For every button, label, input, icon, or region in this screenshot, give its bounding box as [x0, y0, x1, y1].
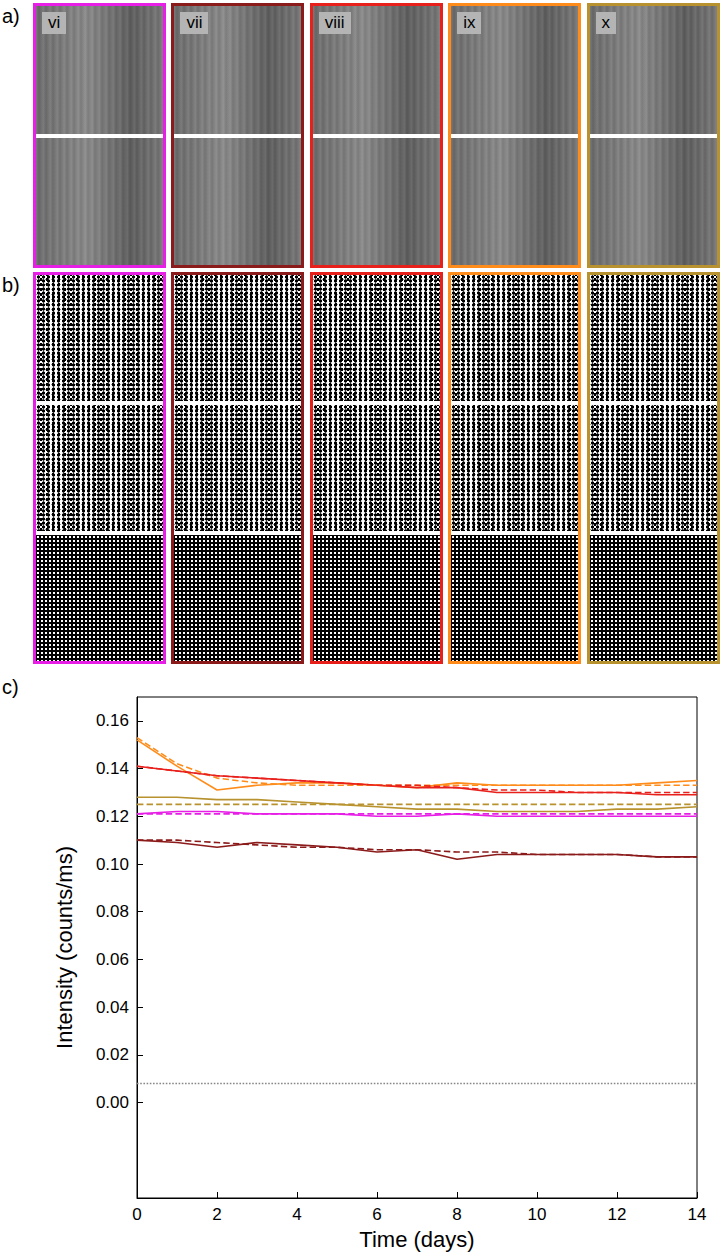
- html-text:c): c): [2, 676, 19, 698]
- html-text:vii: vii: [186, 13, 203, 32]
- html-text:ix: ix: [463, 13, 476, 32]
- svg-text:14: 14: [688, 1205, 707, 1224]
- svg-text:0.16: 0.16: [96, 711, 129, 730]
- svg-text:0.06: 0.06: [96, 950, 129, 969]
- svg-text:0.10: 0.10: [96, 855, 129, 874]
- html-text:x: x: [601, 13, 611, 32]
- svg-text:Intensity (counts/ms): Intensity (counts/ms): [52, 846, 77, 1049]
- svg-text:Time (days): Time (days): [359, 1227, 474, 1252]
- svg-text:12: 12: [608, 1205, 627, 1224]
- html-text:b): b): [2, 274, 20, 296]
- svg-text:0.02: 0.02: [96, 1045, 129, 1064]
- svg-text:0: 0: [132, 1205, 141, 1224]
- svg-text:0.12: 0.12: [96, 807, 129, 826]
- svg-text:0.08: 0.08: [96, 902, 129, 921]
- svg-text:2: 2: [212, 1205, 221, 1224]
- html-text:vi: vi: [48, 13, 61, 32]
- html-text:viii: viii: [324, 13, 345, 32]
- svg-text:8: 8: [452, 1205, 461, 1224]
- html-text:a): a): [2, 5, 20, 27]
- svg-text:0.00: 0.00: [96, 1093, 129, 1112]
- svg-text:0.14: 0.14: [96, 759, 129, 778]
- svg-text:10: 10: [528, 1205, 547, 1224]
- svg-text:4: 4: [292, 1205, 301, 1224]
- svg-text:6: 6: [372, 1205, 381, 1224]
- svg-text:0.04: 0.04: [96, 998, 129, 1017]
